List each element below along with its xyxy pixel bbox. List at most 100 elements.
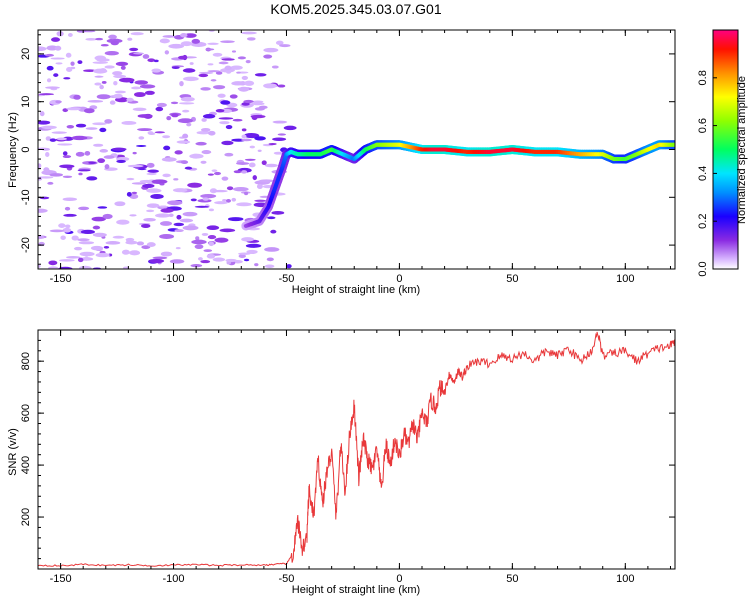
noise-blob xyxy=(49,173,64,177)
noise-blob xyxy=(168,213,174,218)
noise-blob xyxy=(213,85,226,90)
noise-blob xyxy=(261,160,267,166)
noise-blob xyxy=(104,51,119,56)
noise-blob xyxy=(136,144,147,147)
noise-blob xyxy=(189,153,204,159)
noise-blob xyxy=(254,199,267,202)
noise-blob xyxy=(273,151,284,155)
noise-blob xyxy=(170,101,179,105)
snr-xlabel: Height of straight line (km) xyxy=(292,584,420,596)
noise-blob xyxy=(240,170,248,174)
noise-blob xyxy=(127,37,133,41)
noise-blob xyxy=(134,92,146,98)
noise-blob xyxy=(99,127,107,133)
noise-blob xyxy=(244,191,249,196)
noise-blob xyxy=(243,258,250,262)
noise-blob xyxy=(150,194,164,199)
noise-blob xyxy=(96,94,111,100)
noise-blob xyxy=(95,252,110,258)
noise-blob xyxy=(173,178,179,181)
noise-blob xyxy=(224,152,234,157)
noise-blob xyxy=(65,52,72,58)
noise-blob xyxy=(221,140,234,146)
noise-blob xyxy=(64,206,71,211)
noise-blob xyxy=(120,65,126,70)
noise-blob xyxy=(222,199,227,202)
noise-blob xyxy=(160,251,173,257)
noise-blob xyxy=(151,68,162,73)
noise-blob xyxy=(53,73,59,77)
noise-blob xyxy=(75,123,87,128)
noise-blob xyxy=(225,125,233,130)
noise-blob xyxy=(102,213,113,220)
noise-blob xyxy=(136,241,145,246)
noise-blob xyxy=(55,100,62,104)
noise-blob xyxy=(38,235,45,240)
noise-blob xyxy=(190,263,203,268)
noise-blob xyxy=(232,186,249,192)
noise-blob xyxy=(108,34,117,40)
noise-blob xyxy=(38,176,54,179)
spectrogram-ytick-label: 10 xyxy=(20,96,32,108)
noise-blob xyxy=(219,228,236,233)
noise-blob xyxy=(46,65,54,71)
noise-blob xyxy=(221,176,229,181)
noise-blob xyxy=(147,169,159,173)
noise-blob xyxy=(215,71,223,75)
noise-blob xyxy=(133,52,145,55)
noise-blob xyxy=(144,90,155,95)
noise-blob xyxy=(189,62,194,65)
chart-title: KOM5.2025.345.03.07.G01 xyxy=(270,1,441,17)
noise-blob xyxy=(101,80,107,84)
noise-blob xyxy=(199,71,214,75)
noise-blob xyxy=(132,151,137,155)
noise-blob xyxy=(65,224,71,229)
noise-blob xyxy=(237,56,247,60)
colorbar-tick-label: 0.6 xyxy=(697,118,709,133)
noise-blob xyxy=(151,179,168,184)
noise-blob xyxy=(126,177,135,181)
noise-blob xyxy=(92,61,109,64)
noise-blob xyxy=(200,259,211,264)
noise-blob xyxy=(153,59,159,63)
noise-blob xyxy=(121,121,137,125)
noise-blob xyxy=(127,164,144,168)
noise-blob xyxy=(186,122,192,127)
noise-blob xyxy=(130,32,144,36)
noise-blob xyxy=(121,249,130,255)
noise-blob xyxy=(208,241,215,247)
noise-blob xyxy=(126,97,134,102)
snr-xtick-label: -100 xyxy=(163,573,185,585)
noise-blob xyxy=(263,54,273,59)
noise-blob xyxy=(266,257,274,262)
noise-blob xyxy=(214,237,229,243)
noise-blob xyxy=(251,102,265,106)
noise-blob xyxy=(146,242,156,247)
noise-blob xyxy=(183,76,199,82)
noise-blob xyxy=(113,80,118,86)
noise-blob xyxy=(227,217,244,222)
noise-blob xyxy=(218,117,234,120)
noise-blob xyxy=(146,162,155,168)
noise-blob xyxy=(191,239,207,245)
noise-blob xyxy=(272,120,288,124)
noise-blob xyxy=(90,245,103,251)
noise-blob xyxy=(143,217,156,222)
noise-blob xyxy=(200,160,207,164)
noise-blob xyxy=(59,164,75,169)
noise-blob xyxy=(162,173,171,178)
noise-blob xyxy=(159,234,175,239)
noise-blob xyxy=(97,158,106,164)
noise-blob xyxy=(131,182,146,185)
noise-blob xyxy=(63,213,77,217)
noise-blob xyxy=(270,229,277,234)
noise-blob xyxy=(43,167,50,173)
noise-blob xyxy=(207,63,214,66)
noise-blob xyxy=(139,179,155,184)
noise-blob xyxy=(187,182,203,188)
noise-blob xyxy=(97,206,108,209)
noise-blob xyxy=(55,62,63,65)
noise-blob xyxy=(258,105,268,110)
noise-blob xyxy=(179,81,184,87)
